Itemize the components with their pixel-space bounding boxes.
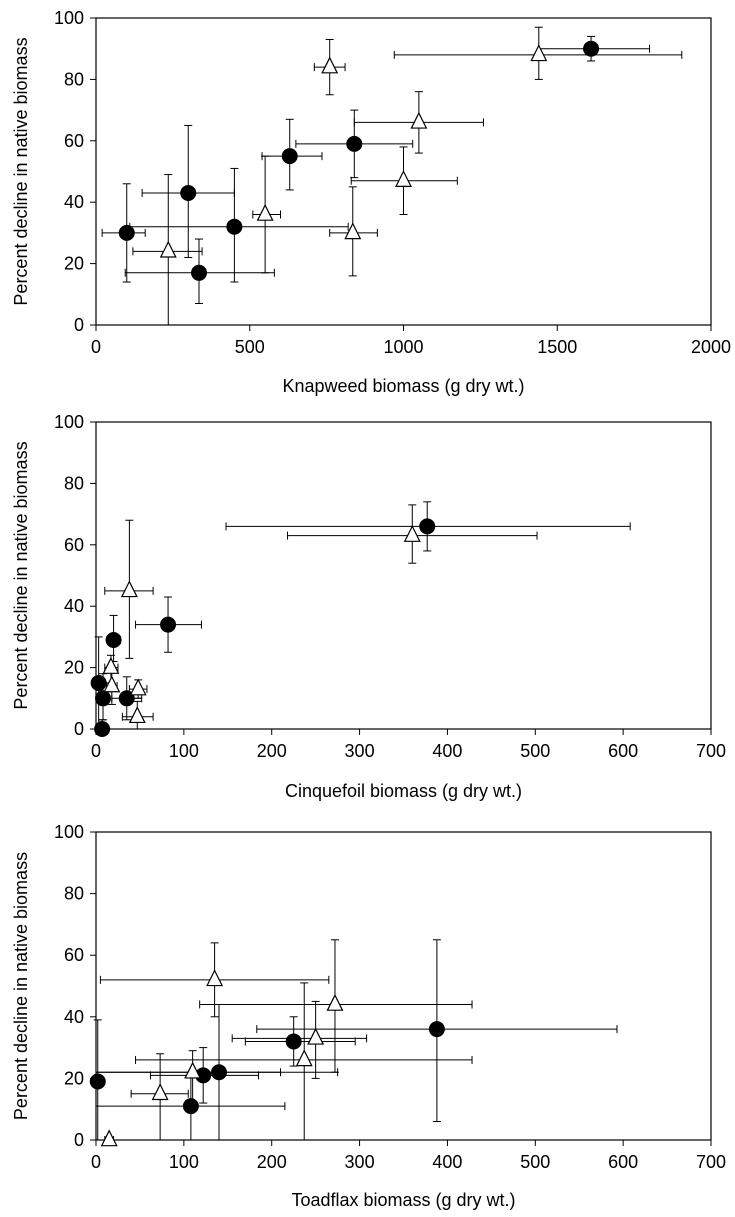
x-tick-label: 700 <box>696 1152 726 1172</box>
y-tick-label: 60 <box>64 535 84 555</box>
data-point-triangle <box>530 44 548 62</box>
y-tick-label: 20 <box>64 1068 84 1088</box>
data-point-circle <box>419 518 436 535</box>
y-tick-label: 100 <box>54 822 84 842</box>
data-point-triangle <box>100 1129 118 1147</box>
data-point-triangle <box>129 678 147 696</box>
data-point-circle <box>226 218 243 235</box>
x-tick-label: 200 <box>257 1152 287 1172</box>
data-point-triangle <box>307 1027 325 1045</box>
y-tick-label: 40 <box>64 1007 84 1027</box>
x-axis-label: Knapweed biomass (g dry wt.) <box>282 376 524 396</box>
x-tick-label: 100 <box>169 741 199 761</box>
data-point-triangle <box>184 1061 202 1079</box>
data-point-triangle <box>410 111 428 129</box>
data-point-triangle <box>403 524 421 542</box>
y-tick-label: 100 <box>54 8 84 28</box>
data-point-circle <box>191 264 208 281</box>
y-tick-label: 60 <box>64 945 84 965</box>
y-tick-label: 0 <box>74 1130 84 1150</box>
data-point-triangle <box>256 203 274 221</box>
y-tick-label: 100 <box>54 412 84 432</box>
data-point-circle <box>94 721 111 737</box>
data-point-circle <box>90 674 107 691</box>
x-tick-label: 600 <box>608 1152 638 1172</box>
y-tick-label: 40 <box>64 596 84 616</box>
x-tick-label: 600 <box>608 741 638 761</box>
x-tick-label: 500 <box>520 1152 550 1172</box>
x-tick-label: 300 <box>345 741 375 761</box>
x-axis-label: Cinquefoil biomass (g dry wt.) <box>285 781 522 801</box>
data-point-triangle <box>103 675 121 693</box>
data-point-triangle <box>120 580 138 598</box>
data-point-circle <box>583 40 600 57</box>
data-point-triangle <box>326 993 344 1011</box>
data-point-triangle <box>206 969 224 987</box>
data-point-circle <box>211 1064 227 1081</box>
x-tick-label: 0 <box>91 1152 101 1172</box>
y-tick-label: 60 <box>64 131 84 151</box>
y-tick-label: 80 <box>64 473 84 493</box>
chart-panel-1: 0 500 1000 1500 2000 0 20 40 60 80 100 Knapweed bio… <box>11 8 731 396</box>
x-tick-label: 2000 <box>691 337 731 357</box>
x-tick-label: 0 <box>91 741 101 761</box>
y-axis-label: Percent decline in native biomass <box>11 852 31 1120</box>
y-tick-label: 0 <box>74 315 84 335</box>
data-point-circle <box>182 1098 199 1115</box>
data-point-triangle <box>128 706 146 724</box>
data-point-triangle <box>395 170 412 188</box>
y-tick-label: 0 <box>74 719 84 739</box>
y-tick-label: 80 <box>64 69 84 89</box>
data-point-circle <box>428 1021 445 1038</box>
y-tick-label: 20 <box>64 254 84 274</box>
x-tick-label: 500 <box>520 741 550 761</box>
data-point-triangle <box>295 1049 313 1067</box>
data-point-circle <box>281 148 298 165</box>
data-point-triangle <box>102 656 120 674</box>
data-point-triangle <box>151 1083 169 1101</box>
data-point-triangle <box>159 240 177 258</box>
data-point-triangle <box>321 56 339 74</box>
x-tick-label: 400 <box>432 741 462 761</box>
y-tick-label: 20 <box>64 658 84 678</box>
data-point-circle <box>346 135 363 152</box>
x-tick-label: 400 <box>432 1152 462 1172</box>
plot-frame <box>95 831 712 1141</box>
data-point-circle <box>180 184 197 201</box>
x-tick-label: 700 <box>696 741 726 761</box>
data-point-circle <box>118 224 135 241</box>
y-axis-label: Percent decline in native biomass <box>11 37 31 305</box>
x-tick-label: 300 <box>345 1152 375 1172</box>
x-axis-label: Toadflax biomass (g dry wt.) <box>291 1190 515 1210</box>
x-tick-label: 100 <box>169 1152 199 1172</box>
x-tick-label: 0 <box>91 337 101 357</box>
y-tick-label: 80 <box>64 884 84 904</box>
x-tick-label: 1500 <box>537 337 577 357</box>
y-tick-label: 40 <box>64 192 84 212</box>
chart-panel-2: 0 100 200 300 400 500 600 700 0 20 40 60 80 100 Cinque… <box>11 412 726 801</box>
x-tick-label: 500 <box>235 337 265 357</box>
data-point-circle <box>95 690 112 707</box>
x-tick-label: 1000 <box>383 337 423 357</box>
data-point-circle <box>105 631 122 648</box>
data-point-circle <box>160 616 177 633</box>
data-point-circle <box>89 1073 106 1090</box>
plot-frame <box>95 421 712 730</box>
data-point-triangle <box>344 222 362 240</box>
y-axis-label: Percent decline in native biomass <box>11 441 31 709</box>
x-tick-label: 200 <box>257 741 287 761</box>
chart-panel-3: 0 100 200 300 400 500 600 700 0 20 40 60 80 100 Toadfl… <box>11 822 726 1210</box>
data-point-circle <box>285 1033 302 1050</box>
